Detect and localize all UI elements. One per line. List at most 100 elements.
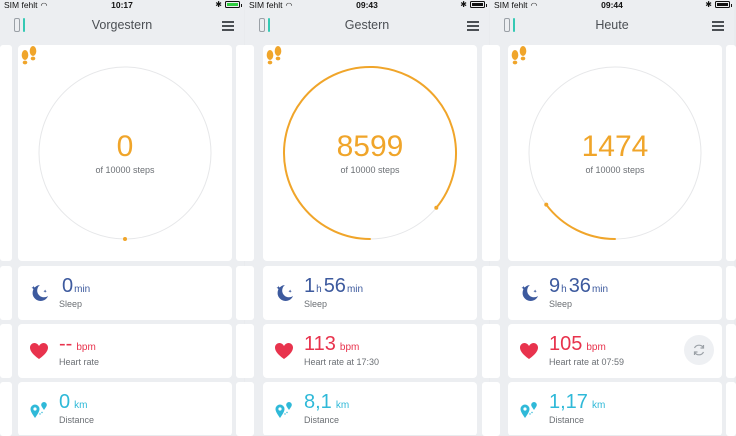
- adjacent-card-edge: [482, 266, 500, 320]
- distance-value: 0 km: [59, 391, 88, 413]
- carrier-label: SIM fehlt ◠: [249, 0, 293, 10]
- heart-rate-label: Heart rate at 17:30: [304, 357, 380, 367]
- page-title: Heute: [595, 18, 629, 32]
- fitness-band-icon[interactable]: [14, 18, 25, 32]
- sleep-label: Sleep: [59, 299, 83, 309]
- adjacent-card-edge: [726, 45, 736, 261]
- wifi-icon: ◠: [530, 1, 538, 10]
- bluetooth-icon: ✱: [215, 0, 222, 9]
- hamburger-menu-icon[interactable]: [712, 21, 724, 33]
- svg-text:✦: ✦: [31, 285, 36, 292]
- distance-card[interactable]: 1,17 km Distance: [508, 382, 722, 435]
- heart-rate-value: 113 bpm: [304, 333, 360, 355]
- refresh-button[interactable]: [684, 335, 714, 365]
- map-pins-icon: [520, 402, 537, 418]
- app-screen-gestern: SIM fehlt ◠ 09:43 ✱ Gestern: [245, 0, 489, 435]
- carrier-label: SIM fehlt ◠: [494, 0, 538, 10]
- adjacent-card-edge: [482, 45, 500, 261]
- adjacent-card-edge: [236, 266, 254, 320]
- steps-count: 8599: [336, 130, 404, 163]
- bluetooth-icon: ✱: [460, 0, 467, 9]
- hamburger-menu-icon[interactable]: [467, 21, 479, 33]
- adjacent-card-edge: [0, 45, 12, 261]
- heart-icon: [30, 343, 48, 359]
- heart-rate-label: Heart rate at 07:59: [549, 357, 625, 367]
- heart-rate-value: -- bpm: [59, 333, 96, 355]
- moon-stars-icon: ✦ ✦: [521, 285, 538, 301]
- footprints-icon: [266, 46, 282, 65]
- sleep-label: Sleep: [304, 299, 328, 309]
- page-title: Gestern: [344, 18, 390, 32]
- footprints-icon: [511, 46, 527, 65]
- distance-value: 8,1 km: [304, 391, 350, 413]
- heart-icon: [520, 343, 538, 359]
- nav-bar: Vorgestern: [0, 11, 244, 41]
- adjacent-card-edge: [236, 45, 254, 261]
- steps-card[interactable]: 0 of 10000 steps: [18, 45, 232, 261]
- steps-progress-ring: [38, 66, 212, 241]
- steps-goal-label: of 10000 steps: [340, 165, 400, 175]
- svg-text:✦: ✦: [288, 289, 292, 295]
- adjacent-card-edge: [726, 324, 736, 378]
- steps-card[interactable]: 8599 of 10000 steps: [263, 45, 477, 261]
- sleep-card[interactable]: ✦ ✦ 1h 56min Sleep: [263, 266, 477, 320]
- carrier-label: SIM fehlt ◠: [4, 0, 48, 10]
- heart-rate-value: 105 bpm: [549, 333, 606, 355]
- page-title: Vorgestern: [91, 18, 153, 32]
- status-bar: SIM fehlt ◠ 09:44 ✱: [490, 0, 734, 11]
- adjacent-card-edge: [0, 382, 12, 436]
- hamburger-menu-icon[interactable]: [222, 21, 234, 33]
- map-pins-icon: [30, 402, 47, 418]
- heart-rate-card[interactable]: 113 bpm Heart rate at 17:30: [263, 324, 477, 378]
- svg-text:✦: ✦: [521, 285, 526, 292]
- battery-icon: [470, 1, 487, 8]
- refresh-icon: [693, 344, 705, 356]
- steps-goal-label: of 10000 steps: [585, 165, 645, 175]
- steps-progress-ring: [283, 66, 457, 240]
- map-pins-icon: [275, 402, 292, 418]
- adjacent-card-edge: [726, 382, 736, 436]
- nav-bar: Heute: [490, 11, 734, 41]
- distance-card[interactable]: 8,1 km Distance: [263, 382, 477, 435]
- clock: 09:44: [601, 0, 623, 10]
- adjacent-card-edge: [726, 266, 736, 320]
- svg-text:✦: ✦: [43, 289, 47, 295]
- distance-value: 1,17 km: [549, 391, 606, 413]
- distance-label: Distance: [549, 415, 585, 425]
- steps-card[interactable]: 1474 of 10000 steps: [508, 45, 722, 261]
- heart-rate-card[interactable]: -- bpm Heart rate: [18, 324, 232, 378]
- moon-stars-icon: ✦ ✦: [276, 285, 293, 301]
- adjacent-card-edge: [482, 382, 500, 436]
- steps-goal-label: of 10000 steps: [95, 165, 155, 175]
- heart-rate-card[interactable]: 105 bpm Heart rate at 07:59: [508, 324, 722, 378]
- adjacent-card-edge: [236, 324, 254, 378]
- adjacent-card-edge: [0, 266, 12, 320]
- steps-count: 1474: [581, 130, 649, 163]
- heart-rate-label: Heart rate: [59, 357, 100, 367]
- distance-card[interactable]: 0 km Distance: [18, 382, 232, 435]
- wifi-icon: ◠: [40, 1, 48, 10]
- sleep-label: Sleep: [549, 299, 573, 309]
- sleep-card[interactable]: ✦ ✦ 0min Sleep: [18, 266, 232, 320]
- sleep-duration: 0min: [62, 275, 91, 297]
- status-bar: SIM fehlt ◠ 10:17 ✱: [0, 0, 244, 11]
- steps-count: 0: [116, 130, 134, 163]
- distance-label: Distance: [59, 415, 95, 425]
- footprints-icon: [21, 46, 37, 65]
- fitness-band-icon[interactable]: [259, 18, 270, 32]
- adjacent-card-edge: [236, 382, 254, 436]
- adjacent-card-edge: [0, 324, 12, 378]
- app-screen-heute: SIM fehlt ◠ 09:44 ✱ Heute 1: [490, 0, 734, 435]
- moon-stars-icon: ✦ ✦: [31, 285, 48, 301]
- nav-bar: Gestern: [245, 11, 489, 41]
- battery-icon: [225, 1, 242, 8]
- steps-progress-ring: [528, 66, 702, 240]
- clock: 09:43: [356, 0, 378, 10]
- clock: 10:17: [111, 0, 133, 10]
- bluetooth-icon: ✱: [705, 0, 712, 9]
- status-bar: SIM fehlt ◠ 09:43 ✱: [245, 0, 489, 11]
- sleep-card[interactable]: ✦ ✦ 9h 36min Sleep: [508, 266, 722, 320]
- battery-icon: [715, 1, 732, 8]
- distance-label: Distance: [304, 415, 340, 425]
- fitness-band-icon[interactable]: [504, 18, 515, 32]
